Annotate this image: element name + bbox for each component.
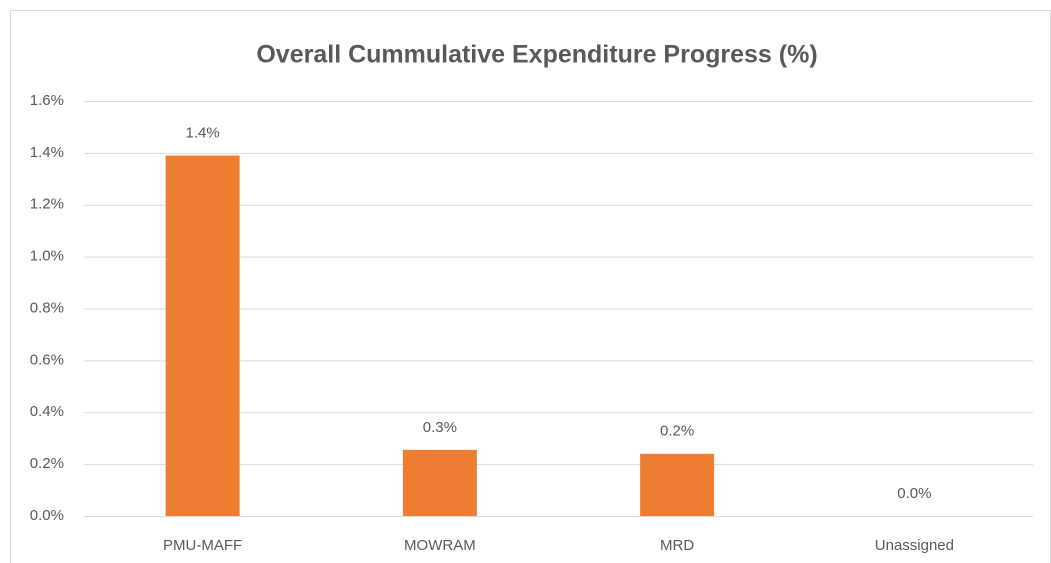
- x-tick-label: MRD: [660, 537, 694, 554]
- y-tick-label: 1.6%: [30, 92, 64, 109]
- bar: [165, 155, 240, 516]
- bar: [402, 449, 477, 516]
- y-tick-label: 1.0%: [30, 248, 64, 265]
- x-tick-label: Unassigned: [875, 537, 954, 554]
- value-label: 0.2%: [660, 423, 694, 440]
- y-tick-label: 0.4%: [30, 403, 64, 420]
- y-tick-label: 1.4%: [30, 144, 64, 161]
- y-tick-label: 0.0%: [30, 507, 64, 524]
- value-label: 0.0%: [897, 485, 931, 502]
- value-label: 1.4%: [186, 124, 220, 141]
- value-label: 0.3%: [423, 419, 457, 436]
- y-tick-label: 1.2%: [30, 196, 64, 213]
- x-tick-label: PMU-MAFF: [163, 537, 242, 554]
- chart-title: Overall Cummulative Expenditure Progress…: [256, 41, 817, 69]
- bar: [640, 453, 715, 516]
- y-tick-label: 0.8%: [30, 299, 64, 316]
- y-tick-label: 0.2%: [30, 455, 64, 472]
- y-tick-label: 0.6%: [30, 351, 64, 368]
- x-tick-label: MOWRAM: [404, 537, 476, 554]
